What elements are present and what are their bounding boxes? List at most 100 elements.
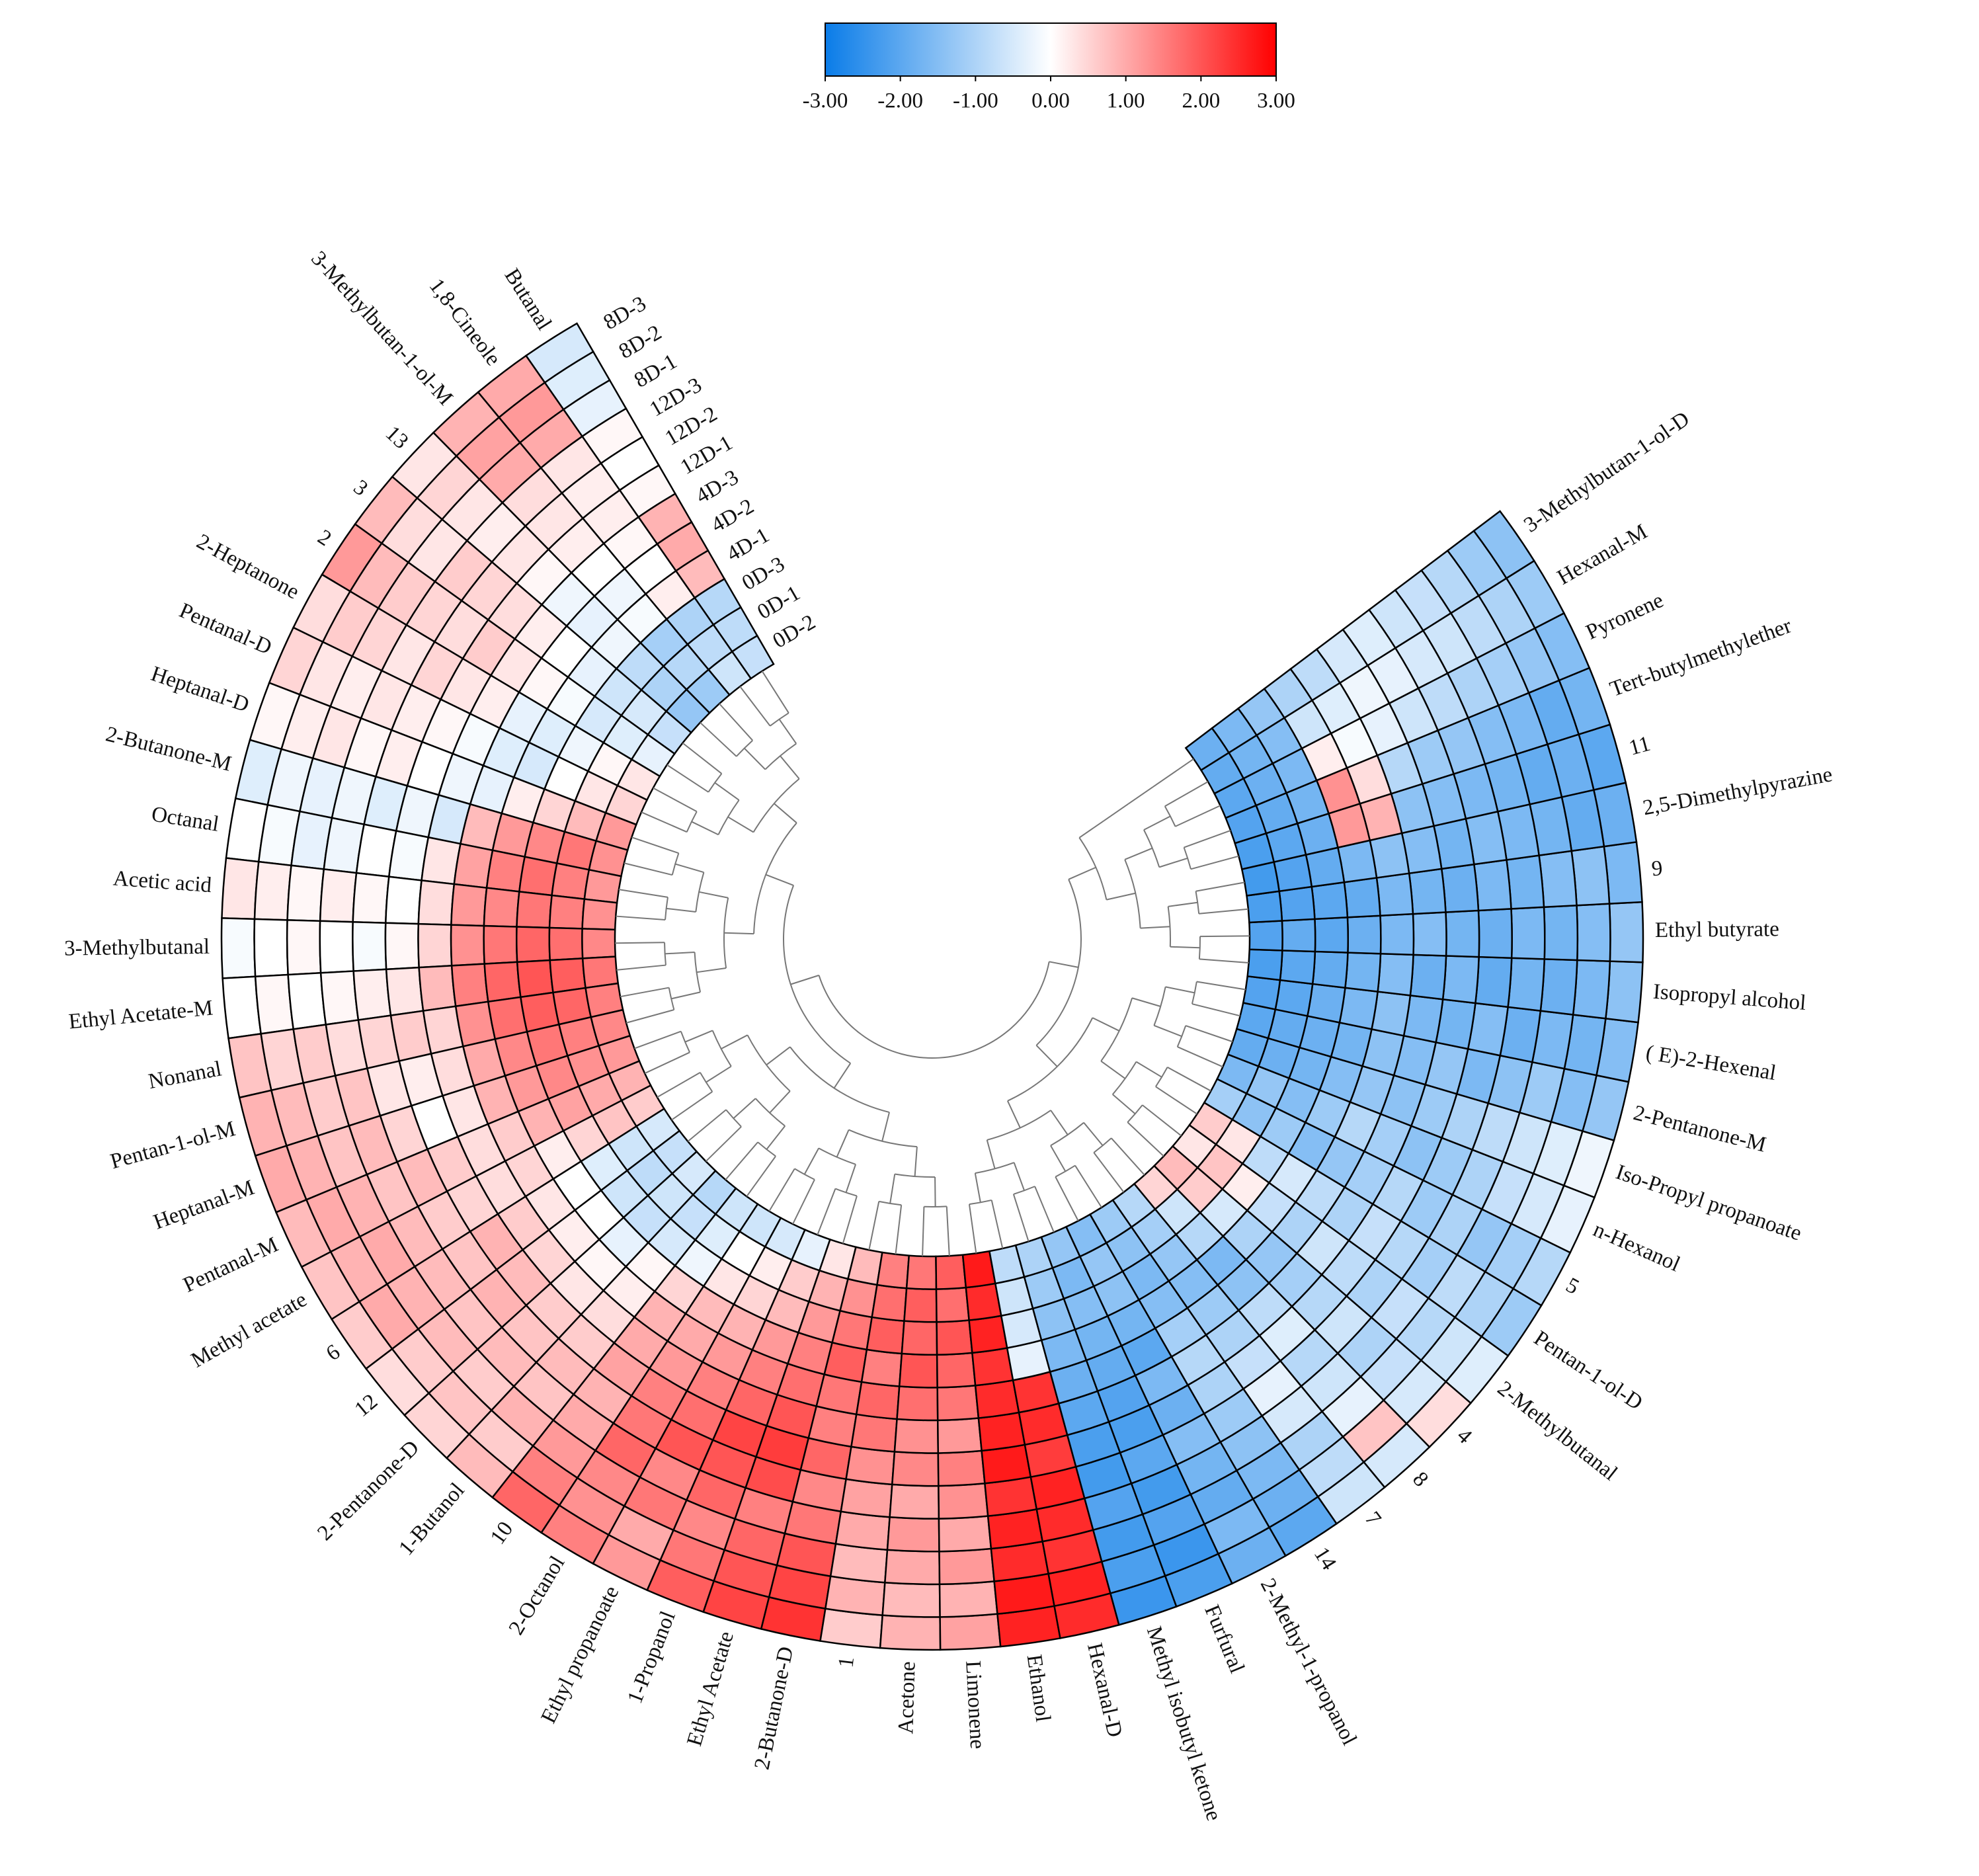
dendrogram-branch [615, 942, 665, 944]
dendrogram-branch [724, 932, 754, 935]
heatmap-cell [1576, 903, 1611, 962]
dendrogram-branch [644, 1051, 690, 1075]
heatmap-cell [516, 926, 551, 963]
dendrogram-branch [657, 1072, 701, 1098]
dendrogram-arc [1111, 1061, 1137, 1095]
dendrogram-arc [848, 1129, 917, 1148]
dendrogram-branch [746, 1155, 776, 1197]
heatmap-cell [583, 868, 622, 904]
heatmap-cell [905, 1254, 938, 1290]
dendrogram-branch [895, 1205, 903, 1254]
compound-label: Isopropyl alcohol [1652, 980, 1807, 1015]
colorbar-tick-label: -1.00 [953, 89, 998, 113]
dendrogram-branch [946, 1206, 950, 1256]
heatmap-cell [384, 876, 423, 925]
heatmap-cell [846, 1246, 883, 1286]
dendrogram-branch [833, 1063, 852, 1089]
colorbar-tick-label: -3.00 [803, 89, 848, 113]
heatmap-cell [417, 922, 453, 969]
heatmap-cell [685, 668, 731, 714]
compound-label: Hexanal-D [1082, 1641, 1127, 1739]
compound-label: Nonanal [147, 1057, 223, 1094]
dendrogram [615, 671, 1250, 1256]
compound-label: Pentanal-D [176, 598, 275, 659]
dendrogram-branch [845, 1164, 856, 1193]
dendrogram-branch [616, 915, 666, 920]
colorbar-tick-label: 0.00 [1031, 89, 1070, 113]
heatmap-cell [1111, 1182, 1156, 1229]
heatmap-cell [938, 1547, 996, 1586]
compound-label: 3-Methylbutan-1-ol-M [306, 247, 457, 410]
dendrogram-arc [895, 1173, 936, 1178]
heatmap-cell [647, 710, 693, 755]
dendrogram-arc [694, 952, 702, 993]
dendrogram-branch [836, 1129, 850, 1158]
colorbar-tick-label: -2.00 [877, 89, 923, 113]
heatmap-cell [1240, 861, 1281, 897]
heatmap-cell [790, 1229, 831, 1272]
dendrogram-branch [721, 1034, 748, 1049]
dendrogram-branch [626, 1009, 674, 1024]
heatmap-cell [938, 1515, 992, 1553]
heatmap-cell [671, 1150, 717, 1196]
heatmap-cell [1227, 1028, 1270, 1068]
heatmap-cell [483, 961, 522, 1003]
dendrogram-branch [698, 891, 729, 899]
heatmap-cell [840, 1478, 893, 1518]
heatmap-cell [518, 856, 558, 897]
compound-label: 3-Methylbutan-1-ol-D [1519, 407, 1693, 538]
dendrogram-branch [631, 836, 679, 854]
heatmap-cell [1279, 950, 1316, 985]
heatmap-cell [548, 894, 586, 930]
compound-label: 2-Pentanone-M [1631, 1101, 1769, 1157]
compound-label: Pentanal-M [180, 1233, 282, 1297]
compound-label: Ethyl Acetate [682, 1629, 739, 1749]
heatmap-cell [896, 1385, 939, 1422]
dendrogram-arc [664, 942, 666, 965]
dendrogram-branch [1074, 1165, 1102, 1208]
dendrogram-arc [1050, 1122, 1084, 1147]
dendrogram-branch [1049, 961, 1079, 968]
dendrogram-arc [1093, 1137, 1112, 1153]
heatmap-cell [1377, 952, 1414, 997]
dendrogram-branch [1185, 1025, 1233, 1043]
heatmap-cell [450, 883, 488, 927]
compound-label: 12 [350, 1389, 382, 1422]
dendrogram-branch [666, 764, 709, 793]
dendrogram-arc [818, 961, 1050, 1059]
dendrogram-branch [674, 863, 704, 874]
heatmap-cell [352, 968, 392, 1021]
heatmap-cell [1538, 850, 1578, 909]
heatmap-cell [1311, 881, 1349, 920]
heatmap-cell [1171, 1123, 1217, 1169]
heatmap-cell [620, 1084, 666, 1127]
heatmap-cell [860, 1348, 903, 1387]
dendrogram-arc [770, 712, 789, 727]
dendrogram-branch [1199, 908, 1248, 915]
dendrogram-branch [670, 991, 701, 1000]
heatmap-cell [1375, 872, 1414, 917]
heatmap-cell [1473, 858, 1512, 912]
dendrogram-branch [1190, 855, 1239, 870]
heatmap-cell [595, 811, 637, 852]
dendrogram-branch [868, 1201, 880, 1250]
compound-label: Pentan-1-ol-M [108, 1117, 238, 1174]
heatmap-cell [937, 1449, 986, 1487]
heatmap-cell [1441, 955, 1480, 1004]
dendrogram-branch [719, 703, 753, 741]
heatmap-cell [1346, 915, 1382, 955]
heatmap-cell [845, 1446, 896, 1486]
dendrogram-branch [881, 1112, 890, 1141]
dendrogram-branch [792, 1179, 815, 1225]
heatmap-cell [879, 1614, 942, 1651]
compound-label: Iso-Propyl propanoate [1613, 1160, 1804, 1245]
dendrogram-branch [889, 1174, 896, 1204]
heatmap-cell [898, 1352, 938, 1389]
heatmap-cell [384, 922, 421, 971]
heatmap-cell [1314, 916, 1349, 954]
heatmap-cell [893, 1418, 940, 1454]
dendrogram-branch [1154, 1024, 1182, 1038]
dendrogram-branch [1199, 958, 1249, 964]
dendrogram-arc [969, 1199, 992, 1205]
dendrogram-branch [1167, 1067, 1211, 1092]
